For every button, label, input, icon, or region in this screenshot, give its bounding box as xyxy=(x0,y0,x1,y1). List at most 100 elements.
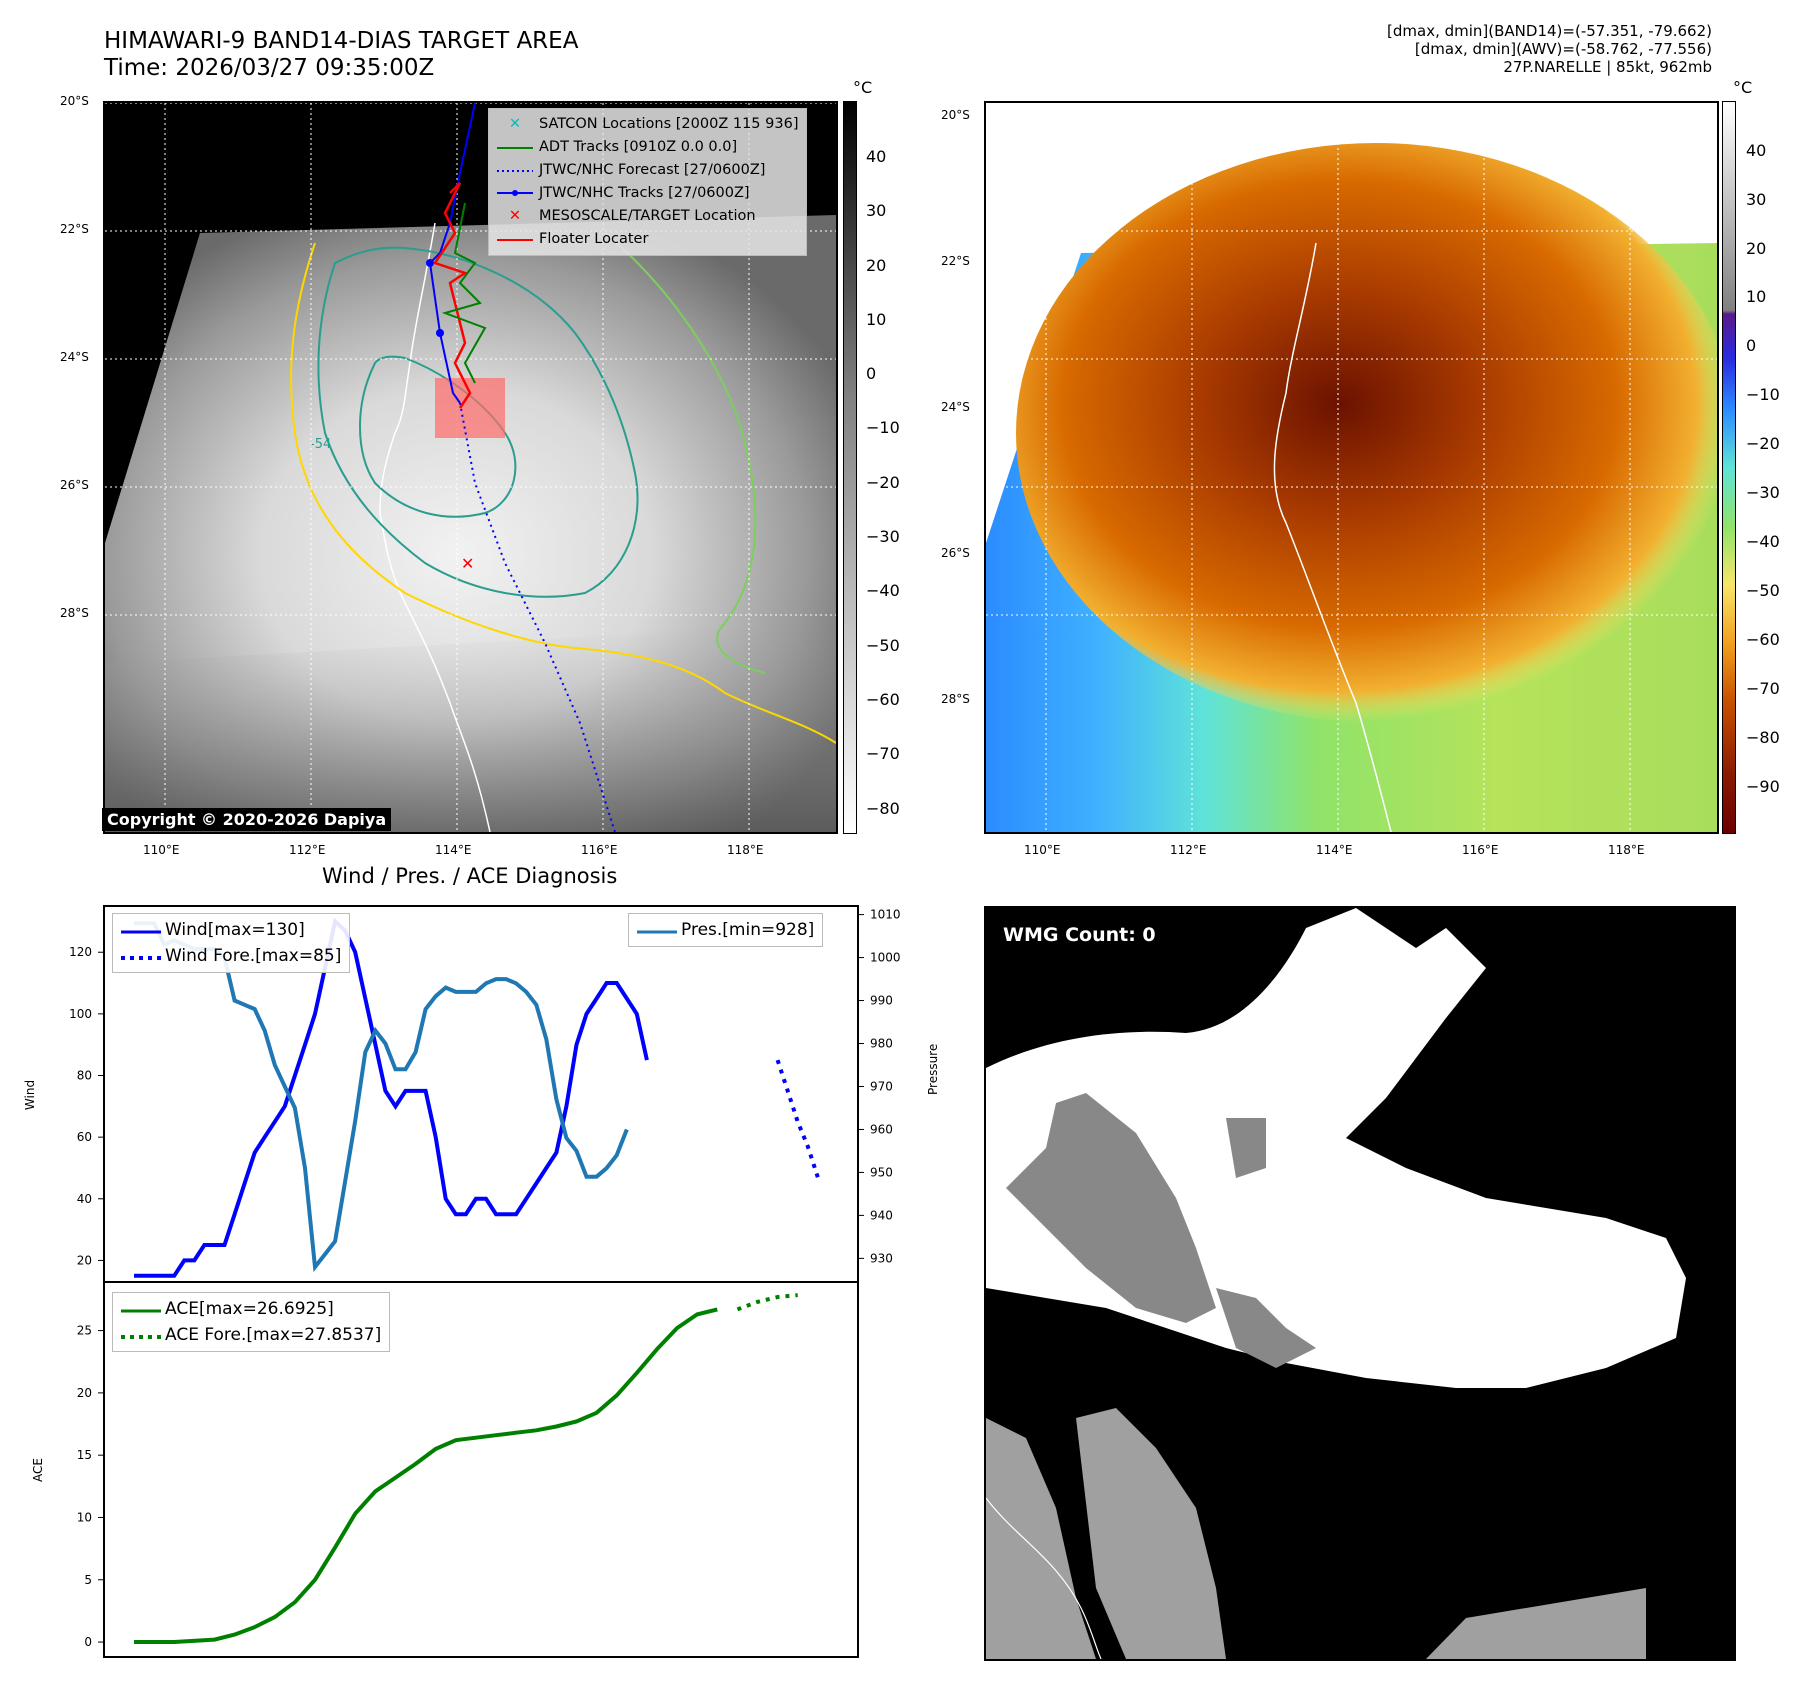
colorbar-tick: −50 xyxy=(1746,581,1780,600)
awv-map xyxy=(986,103,1717,832)
pressure-legend: Pres.[min=928] xyxy=(628,913,824,947)
wmg-lightgray-region xyxy=(986,1418,1096,1659)
floater-box xyxy=(435,378,505,438)
pressure-tick-label: 970 xyxy=(870,1079,893,1093)
colorbar-awv xyxy=(1722,101,1736,834)
pressure-tick-label: 1010 xyxy=(870,908,900,922)
pressure-tick-label: 1000 xyxy=(870,951,900,965)
colorbar-tick: −80 xyxy=(1746,728,1780,747)
lon-label: 110°E xyxy=(143,843,180,857)
colorbar-tick: 30 xyxy=(866,201,887,220)
ace-legend: ACE[max=26.6925] ACE Fore.[max=27.8537] xyxy=(112,1292,391,1352)
wind-tick-label: 100 xyxy=(69,1007,92,1021)
band14-map: -54 ✕ xyxy=(105,103,836,832)
colorbar-tick: −30 xyxy=(1746,483,1780,502)
colorbar-tick: 40 xyxy=(1746,141,1767,160)
lat-label: 24°S xyxy=(60,350,89,364)
wmg-gray-patch xyxy=(1216,1288,1316,1368)
colorbar-tick: 10 xyxy=(1746,287,1767,306)
colorbar-unit: °C xyxy=(853,78,873,97)
lon-label: 118°E xyxy=(727,843,764,857)
map-legend: ✕ SATCON Locations [2000Z 115 936] ADT Tr… xyxy=(488,108,808,256)
colorbar-tick: −80 xyxy=(866,799,900,818)
colorbar-grayscale xyxy=(843,101,857,834)
line-icon xyxy=(495,228,535,251)
lon-label: 114°E xyxy=(1316,843,1353,857)
ace-axis-label: ACE xyxy=(31,1458,45,1482)
legend-forecast: JTWC/NHC Forecast [27/0600Z] xyxy=(495,159,798,182)
pressure-tick-label: 930 xyxy=(870,1251,893,1265)
lon-label: 118°E xyxy=(1608,843,1645,857)
ace-tick-label: 15 xyxy=(77,1448,92,1462)
series-line-wind xyxy=(134,917,649,1278)
pressure-y-axis: 930 940 950 960 970 980 990 1000 1010 xyxy=(858,908,900,1265)
wmg-gray-patch xyxy=(1226,1118,1266,1178)
colorbar-tick: −60 xyxy=(1746,630,1780,649)
legend-adt: ADT Tracks [0910Z 0.0 0.0] xyxy=(495,136,798,159)
wmg-lightgray-region xyxy=(1426,1588,1646,1659)
awv-gridlines xyxy=(986,103,1717,832)
line-icon xyxy=(495,136,535,159)
colorbar-tick: −20 xyxy=(866,473,900,492)
awv-storm-core xyxy=(1016,143,1717,723)
x-marker-icon: ✕ xyxy=(508,208,522,224)
colorbar-tick: −10 xyxy=(866,418,900,437)
awv-range: [dmax, dmin](AWV)=(-58.762, -77.556) xyxy=(1414,40,1712,58)
awv-map-panel xyxy=(984,101,1719,834)
lat-label: 22°S xyxy=(60,222,89,236)
colorbar-tick: −30 xyxy=(866,527,900,546)
pressure-tick-label: 950 xyxy=(870,1165,893,1179)
lat-label: 28°S xyxy=(941,692,970,706)
series-line-ace-fore- xyxy=(736,1293,798,1312)
lat-label: 26°S xyxy=(60,478,89,492)
wind-legend: Wind[max=130] Wind Fore.[max=85] xyxy=(112,913,351,973)
legend-wind: Wind[max=130] xyxy=(121,917,341,943)
title-line-1: HIMAWARI-9 BAND14-DIAS TARGET AREA xyxy=(104,28,579,54)
header-stats: [dmax, dmin](BAND14)=(-57.351, -79.662) … xyxy=(1387,22,1712,76)
legend-satcon: ✕ SATCON Locations [2000Z 115 936] xyxy=(495,113,799,136)
wind-tick-label: 20 xyxy=(77,1253,92,1267)
pressure-axis-label: Pressure xyxy=(926,1043,940,1095)
dotted-line-icon xyxy=(121,943,161,969)
wmg-gray-region xyxy=(1006,1093,1216,1323)
adt-track xyxy=(441,202,487,384)
line-icon xyxy=(121,1296,161,1322)
pressure-tick-label: 960 xyxy=(870,1122,893,1136)
legend-pressure: Pres.[min=928] xyxy=(637,917,814,943)
colorbar-tick: −10 xyxy=(1746,385,1780,404)
colorbar-tick: 40 xyxy=(866,147,887,166)
contour-green xyxy=(604,232,766,674)
pressure-tick-label: 940 xyxy=(870,1208,893,1222)
page-title: HIMAWARI-9 BAND14-DIAS TARGET AREA Time:… xyxy=(104,28,578,82)
southern-cloud-band xyxy=(105,623,836,832)
colorbar-tick: 20 xyxy=(866,256,887,275)
legend-ace: ACE[max=26.6925] xyxy=(121,1296,381,1322)
storm-info: 27P.NARELLE | 85kt, 962mb xyxy=(1503,58,1712,76)
colorbar-tick: 10 xyxy=(866,310,887,329)
legend-floater: Floater Locater xyxy=(495,228,798,251)
jtwc-track xyxy=(428,103,476,404)
copyright-badge: Copyright © 2020-2026 Dapiya xyxy=(102,808,392,831)
wmg-panel xyxy=(984,906,1736,1661)
line-icon xyxy=(121,917,161,943)
colorbar-tick: −70 xyxy=(866,744,900,763)
lat-label: 28°S xyxy=(60,606,89,620)
pressure-tick-label: 980 xyxy=(870,1037,893,1051)
target-location-marker: ✕ xyxy=(461,554,474,573)
ace-series xyxy=(134,1293,798,1644)
wmg-count-badge: WMG Count: 0 xyxy=(997,921,1162,949)
contour-yellow xyxy=(290,242,836,744)
x-marker-icon: ✕ xyxy=(508,116,522,132)
ace-tick-label: 5 xyxy=(84,1573,92,1587)
title-line-2: Time: 2026/03/27 09:35:00Z xyxy=(104,55,435,81)
colorbar-tick: −50 xyxy=(866,636,900,655)
legend-target: ✕ MESOSCALE/TARGET Location xyxy=(495,205,798,228)
dotted-line-icon xyxy=(121,1322,161,1348)
lat-label: 24°S xyxy=(941,400,970,414)
ace-y-axis: 0 5 10 15 20 25 xyxy=(77,1324,104,1649)
ace-tick-label: 0 xyxy=(84,1635,92,1649)
wmg-lightgray-region xyxy=(1076,1408,1226,1659)
wind-tick-label: 80 xyxy=(77,1069,92,1083)
colorbar-tick: 0 xyxy=(866,364,877,383)
lon-label: 116°E xyxy=(581,843,618,857)
